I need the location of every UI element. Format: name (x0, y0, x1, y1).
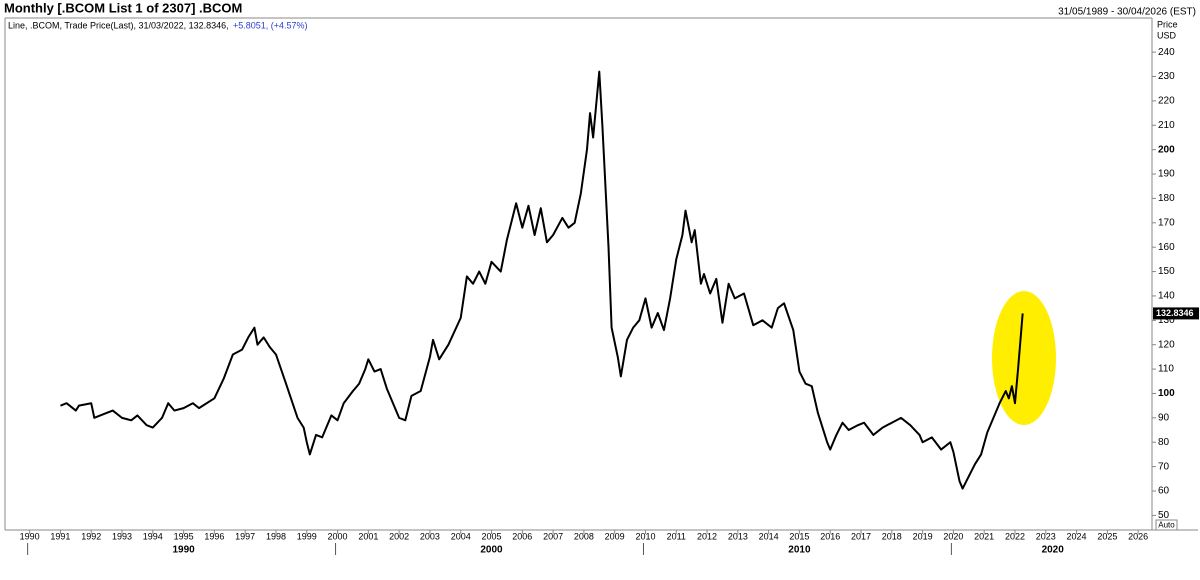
y-tick-label: 190 (1158, 169, 1175, 180)
price-line (60, 70, 1024, 490)
y-axis-label: Price (1157, 19, 1178, 29)
x-tick-label: 2018 (882, 531, 902, 541)
y-tick-label: 160 (1158, 242, 1175, 253)
x-tick-label: 2007 (543, 531, 563, 541)
decade-label: 2010 (788, 545, 811, 556)
x-tick-label: 1997 (235, 531, 255, 541)
x-tick-label: 2019 (913, 531, 933, 541)
x-tick-label: 2013 (728, 531, 748, 541)
x-tick-label: 1991 (50, 531, 70, 541)
x-tick-label: 2010 (635, 531, 655, 541)
x-tick-label: 2002 (389, 531, 409, 541)
y-tick-label: 180 (1158, 193, 1175, 204)
x-tick-label: 2006 (512, 531, 532, 541)
x-tick-label: 1995 (174, 531, 194, 541)
x-tick-label: 2025 (1097, 531, 1117, 541)
decade-label: 2000 (480, 545, 503, 556)
x-tick-label: 2005 (481, 531, 501, 541)
y-tick-label: 230 (1158, 71, 1175, 82)
y-tick-label: 70 (1158, 461, 1170, 472)
last-value-box (1153, 307, 1199, 320)
x-tick-label: 2014 (759, 531, 779, 541)
legend-change: +5.8051, (+4.57%) (233, 20, 308, 30)
x-tick-label: 1996 (204, 531, 224, 541)
auto-button[interactable] (1155, 519, 1178, 531)
x-tick-label: 2008 (574, 531, 594, 541)
x-tick-label: 1994 (143, 531, 163, 541)
y-tick-label: 210 (1158, 120, 1175, 131)
x-tick-label: 2021 (974, 531, 994, 541)
auto-button-label[interactable]: Auto (1158, 521, 1175, 530)
x-tick-label: 1990 (20, 531, 40, 541)
x-tick-label: 2022 (1005, 531, 1025, 541)
x-tick-label: 1998 (266, 531, 286, 541)
y-tick-label: 110 (1158, 364, 1174, 375)
x-tick-label: 1992 (81, 531, 101, 541)
x-tick-label: 2003 (420, 531, 440, 541)
x-tick-label: 2009 (605, 531, 625, 541)
y-tick-label: 120 (1158, 339, 1175, 350)
x-tick-label: 2004 (451, 531, 471, 541)
x-tick-label: 2026 (1128, 531, 1148, 541)
last-value-label: 132.8346 (1156, 308, 1194, 318)
x-tick-label: 2024 (1067, 531, 1087, 541)
highlight-ellipse (992, 291, 1056, 425)
y-tick-label: 140 (1158, 291, 1175, 302)
x-tick-label: 2001 (358, 531, 378, 541)
y-tick-label: 50 (1158, 510, 1170, 521)
x-tick-label: 1999 (297, 531, 317, 541)
x-tick-label: 2016 (820, 531, 840, 541)
y-tick-label: 80 (1158, 437, 1170, 448)
y-tick-label: 90 (1158, 412, 1170, 423)
y-axis-unit: USD (1157, 30, 1177, 40)
decade-label: 2020 (1042, 545, 1065, 556)
y-tick-label: 170 (1158, 217, 1175, 228)
y-tick-label: 240 (1158, 47, 1175, 58)
y-tick-label: 150 (1158, 266, 1175, 277)
x-tick-label: 2020 (943, 531, 963, 541)
y-tick-label: 130 (1158, 315, 1175, 326)
y-tick-label: 200 (1158, 144, 1175, 155)
chart-title: Monthly [.BCOM List 1 of 2307] .BCOM (4, 0, 242, 15)
decade-label: 1990 (172, 545, 195, 556)
y-tick-label: 60 (1158, 486, 1170, 497)
x-tick-label: 2011 (667, 531, 686, 541)
date-range: 31/05/1989 - 30/04/2026 (EST) (1058, 7, 1196, 18)
x-tick-label: 2000 (328, 531, 348, 541)
x-tick-label: 1993 (112, 531, 132, 541)
y-tick-label: 100 (1158, 388, 1175, 399)
y-tick-label: 220 (1158, 96, 1175, 107)
legend-text: Line, .BCOM, Trade Price(Last), 31/03/20… (8, 20, 229, 30)
x-tick-label: 2012 (697, 531, 717, 541)
x-tick-label: 2015 (789, 531, 809, 541)
x-tick-label: 2017 (851, 531, 871, 541)
x-tick-label: 2023 (1036, 531, 1056, 541)
